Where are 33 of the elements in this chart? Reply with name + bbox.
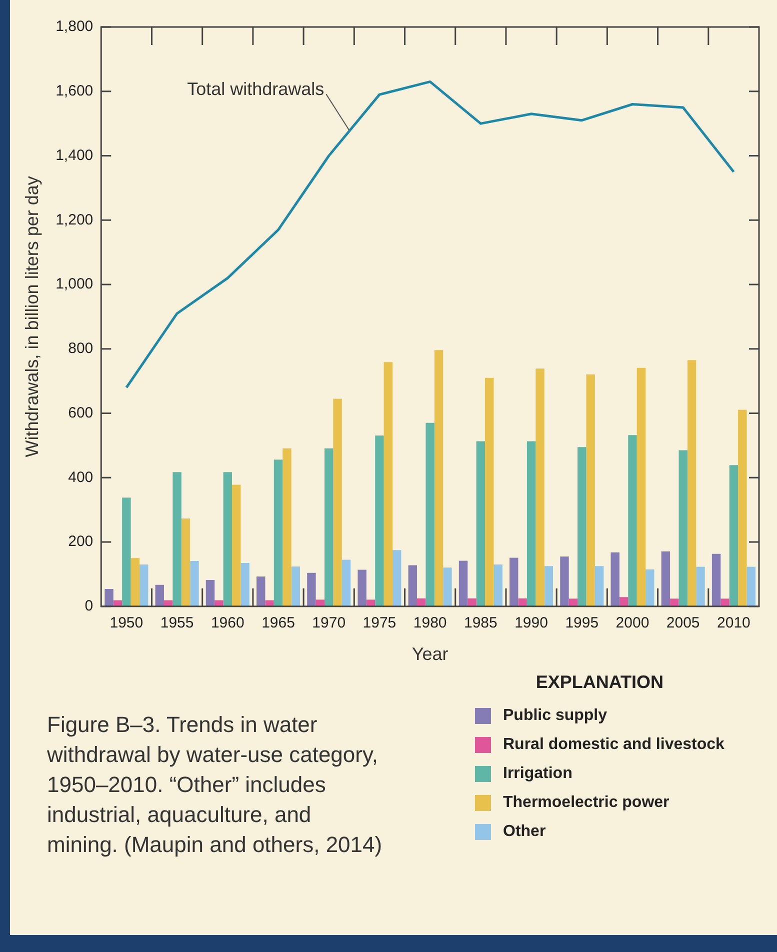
y-tick-label: 600 bbox=[68, 404, 94, 422]
x-axis-title: Year bbox=[412, 644, 448, 664]
legend-label: Other bbox=[503, 822, 546, 840]
x-tick-label: 1985 bbox=[464, 614, 498, 632]
x-tick-label: 2000 bbox=[616, 614, 650, 632]
y-tick-label: 1,800 bbox=[56, 18, 94, 36]
y-axis-title: Withdrawals, in billion liters per day bbox=[22, 176, 42, 458]
x-tick-label: 1960 bbox=[210, 614, 244, 632]
x-tick-label: 2010 bbox=[717, 614, 750, 632]
x-tick-label: 1990 bbox=[514, 614, 548, 632]
x-tick-label: 1975 bbox=[362, 614, 396, 632]
y-tick-label: 400 bbox=[68, 468, 94, 486]
y-tick-label: 1,200 bbox=[56, 211, 94, 228]
x-tick-label: 1965 bbox=[262, 614, 295, 632]
legend-title: EXPLANATION bbox=[534, 672, 665, 693]
x-tick-label: 2005 bbox=[666, 614, 700, 632]
y-tick-label: 1,400 bbox=[56, 146, 94, 164]
legend-label: Rural domestic and livestock bbox=[503, 736, 724, 754]
y-tick-label: 1,600 bbox=[56, 82, 94, 100]
text: Total withdrawals bbox=[187, 79, 324, 100]
y-tick-label: 200 bbox=[68, 533, 94, 550]
x-tick-label: 1955 bbox=[160, 614, 194, 632]
y-tick-label: 0 bbox=[84, 598, 94, 615]
legend-label: Irrigation bbox=[503, 764, 572, 782]
x-tick-label: 1970 bbox=[312, 614, 346, 632]
x-tick-label: 1980 bbox=[413, 614, 447, 632]
y-tick-label: 800 bbox=[68, 340, 94, 358]
legend-label: Thermoelectric power bbox=[503, 794, 670, 812]
x-tick-label: 1995 bbox=[565, 614, 599, 632]
x-tick-label: 1950 bbox=[110, 614, 144, 632]
y-tick-label: 1,000 bbox=[56, 276, 94, 293]
text: Figure B–3. Trends in water withdrawal by water-use category, 1950–2010. “Other” includes industrial, aquaculture, and mining. (Maupin and others, 2014) bbox=[47, 711, 384, 859]
legend-label: Public supply bbox=[503, 706, 608, 724]
